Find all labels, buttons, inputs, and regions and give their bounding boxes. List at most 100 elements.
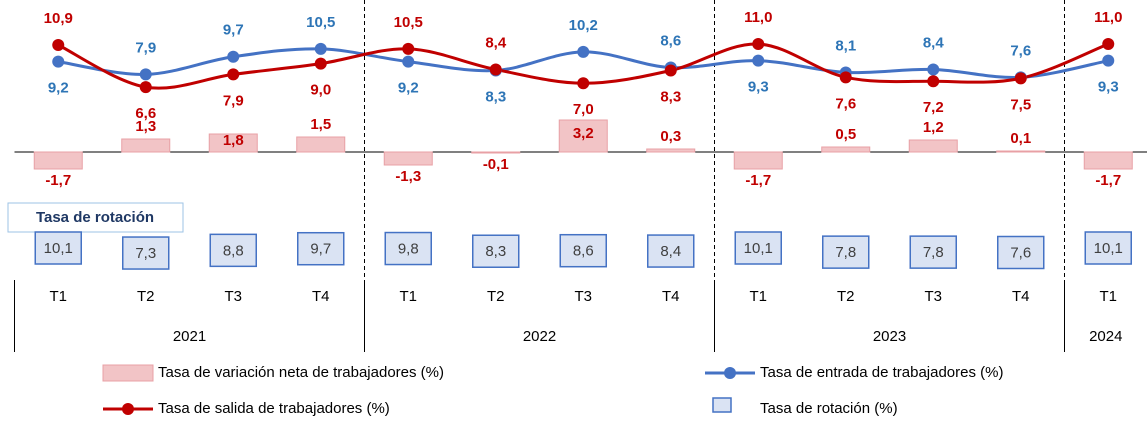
rotation-box bbox=[297, 231, 345, 266]
bar bbox=[646, 148, 696, 153]
line-point bbox=[839, 71, 852, 84]
rotation-value-label: 7,8 bbox=[835, 244, 856, 261]
rotation-box bbox=[472, 234, 520, 268]
bar-value-label: 0,5 bbox=[835, 126, 856, 143]
line-point bbox=[927, 63, 940, 76]
rotation-label: Tasa de rotación bbox=[36, 209, 154, 226]
rotation-value-label: 8,8 bbox=[223, 242, 244, 259]
bar-value-label: -1,3 bbox=[395, 168, 421, 185]
line-point bbox=[227, 50, 240, 63]
line-point bbox=[139, 68, 152, 81]
rotation-box bbox=[1084, 231, 1132, 265]
line-value-label: 8,4 bbox=[923, 34, 945, 51]
line-point bbox=[402, 42, 415, 55]
rotation-value-label: 7,6 bbox=[1010, 244, 1031, 261]
rotation-box bbox=[822, 235, 870, 269]
line-point bbox=[314, 42, 327, 55]
line-value-label: 8,3 bbox=[485, 88, 506, 105]
bar bbox=[996, 150, 1046, 153]
year-label: 2021 bbox=[173, 328, 206, 345]
line-point bbox=[139, 81, 152, 94]
x-tick-label: T3 bbox=[574, 288, 592, 305]
x-tick-label: T1 bbox=[399, 288, 417, 305]
rotation-box bbox=[34, 231, 82, 265]
line-value-label: 9,0 bbox=[310, 82, 331, 99]
rotation-value-label: 8,6 bbox=[573, 243, 594, 260]
x-tick-label: T2 bbox=[137, 288, 155, 305]
rotation-box bbox=[647, 234, 695, 268]
rotation-value-label: 10,1 bbox=[744, 240, 773, 257]
legend-label: Tasa de entrada de trabajadores (%) bbox=[760, 364, 1003, 381]
x-tick-label: T2 bbox=[837, 288, 855, 305]
bar-value-label: 1,3 bbox=[135, 118, 156, 135]
line-point bbox=[1102, 54, 1115, 67]
bar-value-label: 1,5 bbox=[310, 116, 331, 133]
x-tick-label: T2 bbox=[487, 288, 505, 305]
line-value-label: 9,3 bbox=[1098, 79, 1119, 96]
line-point bbox=[52, 55, 65, 68]
line-value-label: 7,5 bbox=[1010, 96, 1031, 113]
rotation-box bbox=[122, 236, 170, 270]
line-value-label: 11,0 bbox=[1094, 9, 1122, 26]
year-label: 2023 bbox=[873, 328, 906, 345]
line-value-label: 9,7 bbox=[223, 22, 244, 39]
rotation-box bbox=[209, 233, 257, 268]
rotation-value-label: 7,8 bbox=[923, 244, 944, 261]
bar bbox=[1083, 151, 1133, 170]
x-tick-label: T1 bbox=[749, 288, 767, 305]
line-value-label: 8,1 bbox=[835, 37, 856, 54]
x-tick-label: T4 bbox=[1012, 288, 1030, 305]
rotation-box bbox=[384, 231, 432, 266]
x-tick-label: T4 bbox=[312, 288, 330, 305]
line-value-label: 7,0 bbox=[573, 101, 594, 118]
bar-value-label: 0,1 bbox=[1010, 130, 1031, 147]
line-point bbox=[1014, 72, 1027, 85]
bar bbox=[558, 119, 608, 153]
bar bbox=[471, 151, 521, 154]
line-point bbox=[577, 45, 590, 58]
bar bbox=[208, 133, 258, 153]
line-value-label: 8,3 bbox=[660, 88, 681, 105]
line-point bbox=[577, 77, 590, 90]
bar bbox=[121, 138, 171, 153]
bar bbox=[383, 151, 433, 166]
line-value-label: 6,6 bbox=[135, 105, 156, 122]
bar-value-label: -1,7 bbox=[1095, 172, 1121, 189]
line-value-label: 8,4 bbox=[485, 34, 507, 51]
line-point bbox=[752, 54, 765, 67]
bar-value-label: 1,8 bbox=[223, 132, 244, 149]
rotation-box bbox=[909, 235, 957, 269]
line-value-label: 9,2 bbox=[398, 80, 419, 97]
line-value-label: 8,6 bbox=[660, 33, 681, 50]
line-point bbox=[314, 57, 327, 70]
line-point bbox=[402, 55, 415, 68]
rotation-box bbox=[997, 235, 1045, 270]
bar-value-label: 1,2 bbox=[923, 119, 944, 136]
rotation-box bbox=[734, 231, 782, 265]
rotation-value-label: 9,8 bbox=[398, 241, 419, 258]
bar-value-label: 0,3 bbox=[660, 128, 681, 145]
legend-swatch-marker bbox=[122, 403, 134, 415]
rotation-label-box bbox=[7, 202, 184, 233]
bar-value-label: -1,7 bbox=[45, 172, 71, 189]
legend-label: Tasa de salida de trabajadores (%) bbox=[158, 400, 390, 417]
line-point bbox=[489, 63, 502, 76]
rotation-value-label: 7,3 bbox=[135, 245, 156, 262]
x-tick-label: T4 bbox=[662, 288, 680, 305]
line-value-label: 9,3 bbox=[748, 79, 769, 96]
rotation-value-label: 10,1 bbox=[1094, 240, 1123, 257]
bar bbox=[908, 139, 958, 153]
rotation-value-label: 9,7 bbox=[310, 241, 331, 258]
line-point bbox=[227, 68, 240, 81]
bar bbox=[821, 146, 871, 153]
rotation-value-label: 8,4 bbox=[660, 243, 681, 260]
line-value-label: 11,0 bbox=[744, 9, 772, 26]
line-value-label: 10,5 bbox=[394, 14, 423, 31]
line-value-label: 7,6 bbox=[1010, 42, 1031, 59]
legend-swatch-marker bbox=[724, 367, 736, 379]
rotation-value-label: 8,3 bbox=[485, 243, 506, 260]
x-tick-label: T1 bbox=[1099, 288, 1117, 305]
bar bbox=[296, 136, 346, 153]
bar-value-label: 3,2 bbox=[573, 125, 594, 142]
line-point bbox=[752, 38, 765, 51]
